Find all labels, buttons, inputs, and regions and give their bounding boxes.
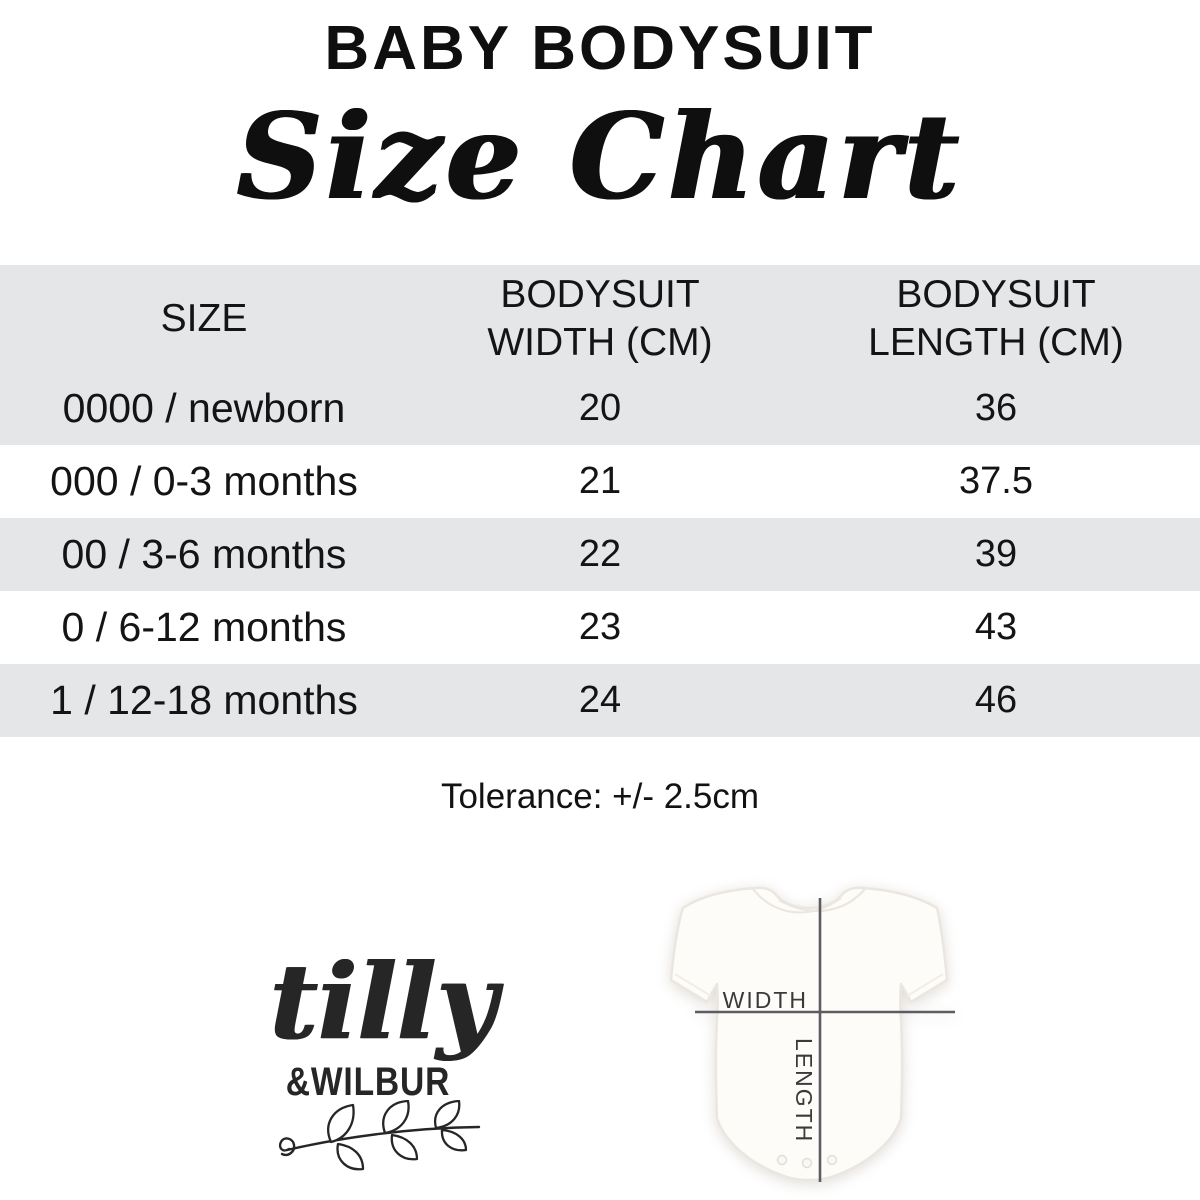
column-header-width: BODYSUIT WIDTH (CM) [487,272,713,364]
length-measure-label: LENGTH [791,1038,817,1144]
bodysuit-diagram: WIDTH LENGTH [655,870,960,1200]
column-header-length: BODYSUIT LENGTH (CM) [868,272,1124,364]
tolerance-note: Tolerance: +/- 2.5cm [440,777,760,816]
length-cell: 46 [974,679,1018,721]
laurel-branch-icon [278,1100,481,1171]
table-row: 0 / 6-12 months 23 43 [0,591,1200,664]
length-cell: 37.5 [959,460,1033,502]
size-cell: 000 / 0-3 months [50,458,358,504]
size-cell: 00 / 3-6 months [61,531,347,577]
brand-name-caps: &WILBUR [285,1060,451,1104]
column-header-size: SIZE [160,296,248,340]
width-measure-label: WIDTH [722,987,808,1013]
table-row: 00 / 3-6 months 22 39 [0,518,1200,591]
size-cell: 0 / 6-12 months [61,604,347,650]
length-cell: 36 [974,387,1018,429]
brand-name-script: tilly [270,940,497,1063]
width-cell: 24 [578,679,622,721]
page-subtitle-script: Size Chart [236,87,964,226]
width-cell: 23 [578,606,622,648]
width-cell: 22 [578,533,622,575]
width-cell: 20 [578,387,622,429]
size-cell: 1 / 12-18 months [50,677,358,723]
length-cell: 39 [974,533,1018,575]
table-row: 0000 / newborn 20 36 [0,372,1200,445]
table-row: 1 / 12-18 months 24 46 [0,664,1200,737]
size-table: SIZE BODYSUIT WIDTH (CM) BODYSUIT LENGTH… [0,265,1200,737]
page-title: BABY BODYSUIT [324,14,876,83]
table-row: 000 / 0-3 months 21 37.5 [0,445,1200,518]
size-cell: 0000 / newborn [62,385,346,431]
brand-logo: tilly &WILBUR [270,942,497,1178]
width-cell: 21 [578,460,622,502]
size-table-header-row: SIZE BODYSUIT WIDTH (CM) BODYSUIT LENGTH… [0,265,1200,372]
bodysuit-illustration [669,886,955,1182]
length-cell: 43 [974,606,1018,648]
